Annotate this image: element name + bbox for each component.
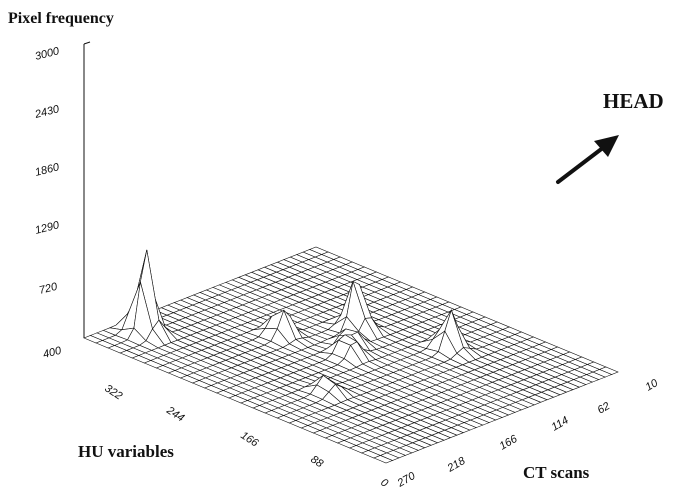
x-tick-label: 166 (498, 433, 521, 453)
head-label: HEAD (603, 89, 664, 113)
y-tick-label: 244 (164, 404, 187, 425)
z-tick-label: 1860 (34, 161, 62, 179)
x-tick-label: 10 (644, 377, 661, 394)
z-axis-cap (83, 41, 91, 45)
arrow-up-right-icon (556, 135, 619, 184)
y-tick-label: 0 (378, 476, 390, 490)
z-tick-label: 400 (42, 345, 64, 361)
y-tick-label: 166 (238, 429, 261, 450)
z-tick-label: 3000 (34, 45, 62, 63)
x-tick-label: 62 (596, 400, 613, 417)
y-tick-label: 322 (102, 382, 124, 402)
surface-cell (373, 455, 394, 464)
x-tick-label: 114 (550, 414, 571, 433)
x-axis-label: CT scans (523, 463, 590, 482)
y-tick-label: 88 (308, 453, 326, 470)
z-tick-label: 1290 (34, 219, 62, 237)
x-tick-label: 270 (395, 470, 419, 490)
z-axis: 3000 2430 1860 1290 720 400 (33, 41, 91, 361)
y-axis-label: HU variables (78, 442, 174, 461)
z-tick-label: 720 (38, 281, 60, 297)
surface-mesh (83, 246, 619, 464)
z-axis-label: Pixel frequency (8, 10, 114, 27)
z-tick-label: 2430 (33, 103, 61, 121)
x-tick-label: 218 (445, 455, 469, 476)
